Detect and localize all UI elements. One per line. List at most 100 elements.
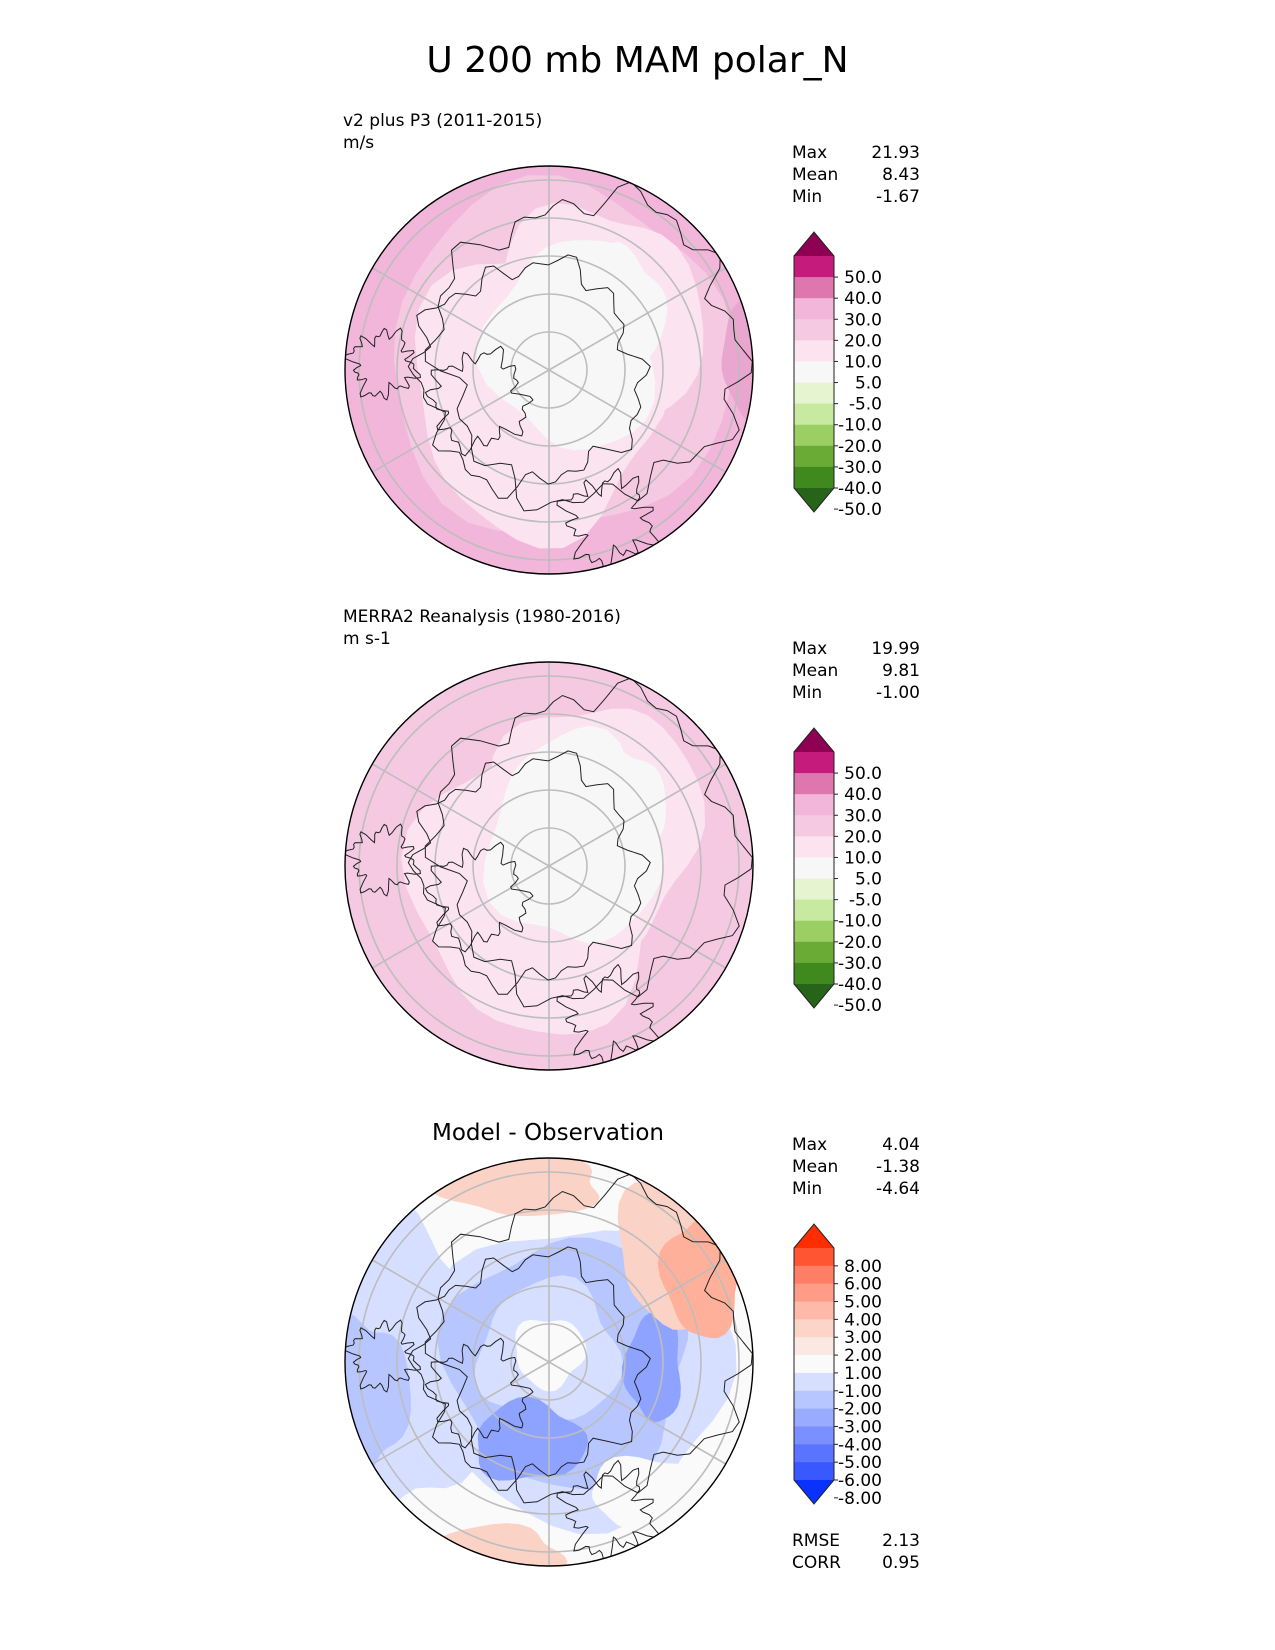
colorbar-segment	[794, 1408, 834, 1427]
colorbar-segment	[794, 1355, 834, 1374]
panel-model: v2 plus P3 (2011-2015) m/s Max 21.93 Mean…	[0, 108, 1275, 575]
stat-mean-value: -1.38	[876, 1157, 920, 1177]
colorbar-tick-label: 40.0	[844, 785, 882, 805]
panel-units: m s-1	[343, 629, 391, 649]
colorbar-segment	[794, 1337, 834, 1356]
colorbar-segment	[794, 1444, 834, 1463]
colorbar-segment	[794, 1319, 834, 1338]
colorbar-tick-label: 5.0	[855, 374, 882, 394]
grid-meridian	[548, 1259, 727, 1363]
colorbar-tick-label: -10.0	[838, 416, 882, 436]
coastline	[424, 1337, 534, 1449]
map-boundary	[344, 1157, 754, 1567]
coastline	[424, 181, 753, 512]
stat-mean-label: Mean	[792, 165, 839, 185]
colorbar-segment	[794, 319, 834, 341]
rmse-value: 2.13	[882, 1531, 920, 1551]
colorbar-segment	[794, 1426, 834, 1445]
colorbar-segment	[794, 445, 834, 468]
corr-value: 0.95	[882, 1553, 920, 1573]
field-core	[575, 741, 666, 872]
map-boundary	[344, 661, 754, 1071]
stat-min-label: Min	[792, 1179, 823, 1199]
colorbar-tick-label: 8.00	[844, 1257, 882, 1277]
colorbar-extend-bottom	[794, 488, 834, 512]
stat-min-label: Min	[792, 187, 823, 207]
stats-box: Max 19.99 Mean 9.81 Min -1.00	[792, 638, 920, 704]
colorbar-segment	[794, 340, 834, 362]
colorbar: 50.040.030.020.010.05.0-5.0-10.0-20.0-30…	[793, 231, 882, 520]
stat-mean-value: 8.43	[882, 165, 920, 185]
grid-meridian	[371, 763, 550, 867]
colorbar-tick-label: -40.0	[838, 975, 882, 995]
grid-meridian	[548, 763, 727, 867]
coastlines	[345, 181, 753, 573]
colorbar-extend-top	[794, 232, 834, 256]
colorbar-tick-label: -10.0	[838, 912, 882, 932]
coastline	[424, 1173, 753, 1504]
stat-max-label: Max	[792, 1135, 828, 1155]
stat-mean-label: Mean	[792, 1157, 839, 1177]
field-positive-1	[418, 1523, 568, 1566]
coastline	[424, 677, 753, 1008]
colorbar-segment	[794, 1390, 834, 1410]
figure-title: U 200 mb MAM polar_N	[426, 40, 849, 81]
colorbar-segment	[794, 403, 834, 426]
colorbar-tick-label: -8.00	[838, 1489, 882, 1509]
panel-title: MERRA2 Reanalysis (1980-2016) m s-1	[343, 606, 621, 650]
panel-units: m/s	[343, 133, 375, 153]
colorbar-segment	[794, 941, 834, 964]
grid-meridian	[371, 369, 550, 473]
stats-box: Max 21.93 Mean 8.43 Min -1.67	[792, 142, 920, 208]
colorbar-tick-label: 1.00	[844, 1364, 882, 1384]
stat-mean-value: 9.81	[882, 661, 920, 681]
colorbar-extend-top	[794, 728, 834, 752]
stat-max-value: 4.04	[882, 1135, 920, 1155]
colorbar-tick-label: 40.0	[844, 289, 882, 309]
coastline	[407, 1246, 651, 1491]
colorbar-segment	[794, 382, 834, 405]
stat-min-value: -4.64	[876, 1179, 920, 1199]
colorbar-segment	[794, 1265, 834, 1285]
coastline	[345, 1319, 421, 1393]
colorbar-segment	[794, 424, 834, 447]
colorbar-segment	[794, 1372, 834, 1392]
polar-map	[344, 1157, 754, 1567]
colorbar-extend-bottom	[794, 984, 834, 1008]
stats-box: Max 4.04 Mean -1.38 Min -4.64	[792, 1134, 920, 1200]
field-negative-2	[345, 1311, 411, 1489]
corr-label: CORR	[792, 1553, 841, 1573]
field-core	[577, 241, 668, 368]
colorbar-segment	[794, 920, 834, 943]
rmse-label: RMSE	[792, 1531, 841, 1551]
colorbar-tick-label: -3.00	[838, 1417, 882, 1437]
colorbar-segment	[794, 277, 834, 299]
colorbar-tick-label: 10.0	[844, 848, 882, 868]
colorbar-tick-label: 5.00	[844, 1293, 882, 1313]
field-maximum	[721, 297, 753, 428]
grid-meridian	[371, 1259, 550, 1363]
colorbar-tick-label: -40.0	[838, 479, 882, 499]
colorbar-tick-label: 4.00	[844, 1310, 882, 1330]
colorbar-segment	[794, 1462, 834, 1481]
colorbar-segment	[794, 815, 834, 837]
polar-map	[344, 661, 754, 1071]
colorbar-tick-label: -30.0	[838, 458, 882, 478]
colorbar-tick-label: -30.0	[838, 954, 882, 974]
map-boundary	[344, 165, 754, 575]
colorbar-tick-label: -50.0	[838, 996, 882, 1016]
coastlines	[345, 1173, 753, 1565]
stat-mean-label: Mean	[792, 661, 839, 681]
colorbar-extend-bottom	[794, 1480, 834, 1504]
colorbar-tick-label: -5.0	[849, 891, 882, 911]
colorbar-segment	[794, 794, 834, 816]
colorbar-segment	[794, 466, 834, 489]
colorbar: 50.040.030.020.010.05.0-5.0-10.0-20.0-30…	[793, 727, 882, 1016]
panel-diff: Model - Observation Max 4.04 Mean -1.38 Mi…	[0, 1100, 1275, 1640]
coastline	[407, 254, 651, 499]
panel-obs: MERRA2 Reanalysis (1980-2016) m s-1 Max 1…	[0, 604, 1275, 1071]
colorbar-tick-label: 3.00	[844, 1328, 882, 1348]
stat-min-value: -1.00	[876, 683, 920, 703]
panel-title-text: v2 plus P3 (2011-2015)	[343, 111, 543, 131]
field-negative-3	[477, 1396, 589, 1481]
